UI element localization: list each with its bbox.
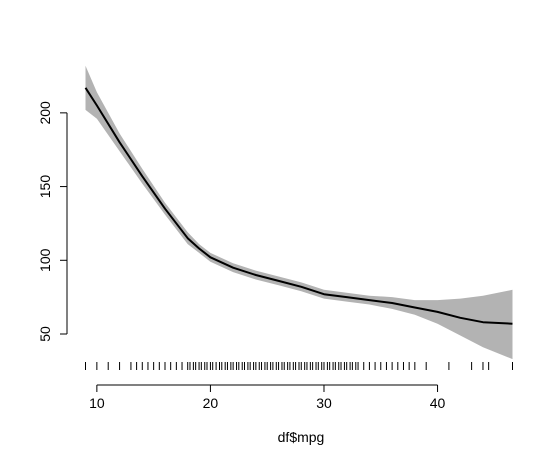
y-tick-label: 100: [37, 248, 53, 272]
x-tick-label: 10: [89, 395, 105, 411]
x-axis-label: df$mpg: [278, 429, 325, 445]
confidence-band-layer: [85, 65, 513, 360]
axes: 10 20 30 40 50 100 150 200: [37, 101, 446, 411]
x-tick-label: 40: [430, 395, 446, 411]
y-tick-label: 150: [37, 175, 53, 199]
y-tick-label: 200: [37, 101, 53, 125]
rug-layer: [85, 362, 513, 370]
x-tick-label: 30: [316, 395, 332, 411]
y-tick-label: 50: [37, 326, 53, 342]
fit-line: [84, 87, 513, 325]
confidence-band: [85, 65, 513, 360]
x-tick-label: 20: [203, 395, 219, 411]
fit-line-layer: [84, 87, 513, 325]
